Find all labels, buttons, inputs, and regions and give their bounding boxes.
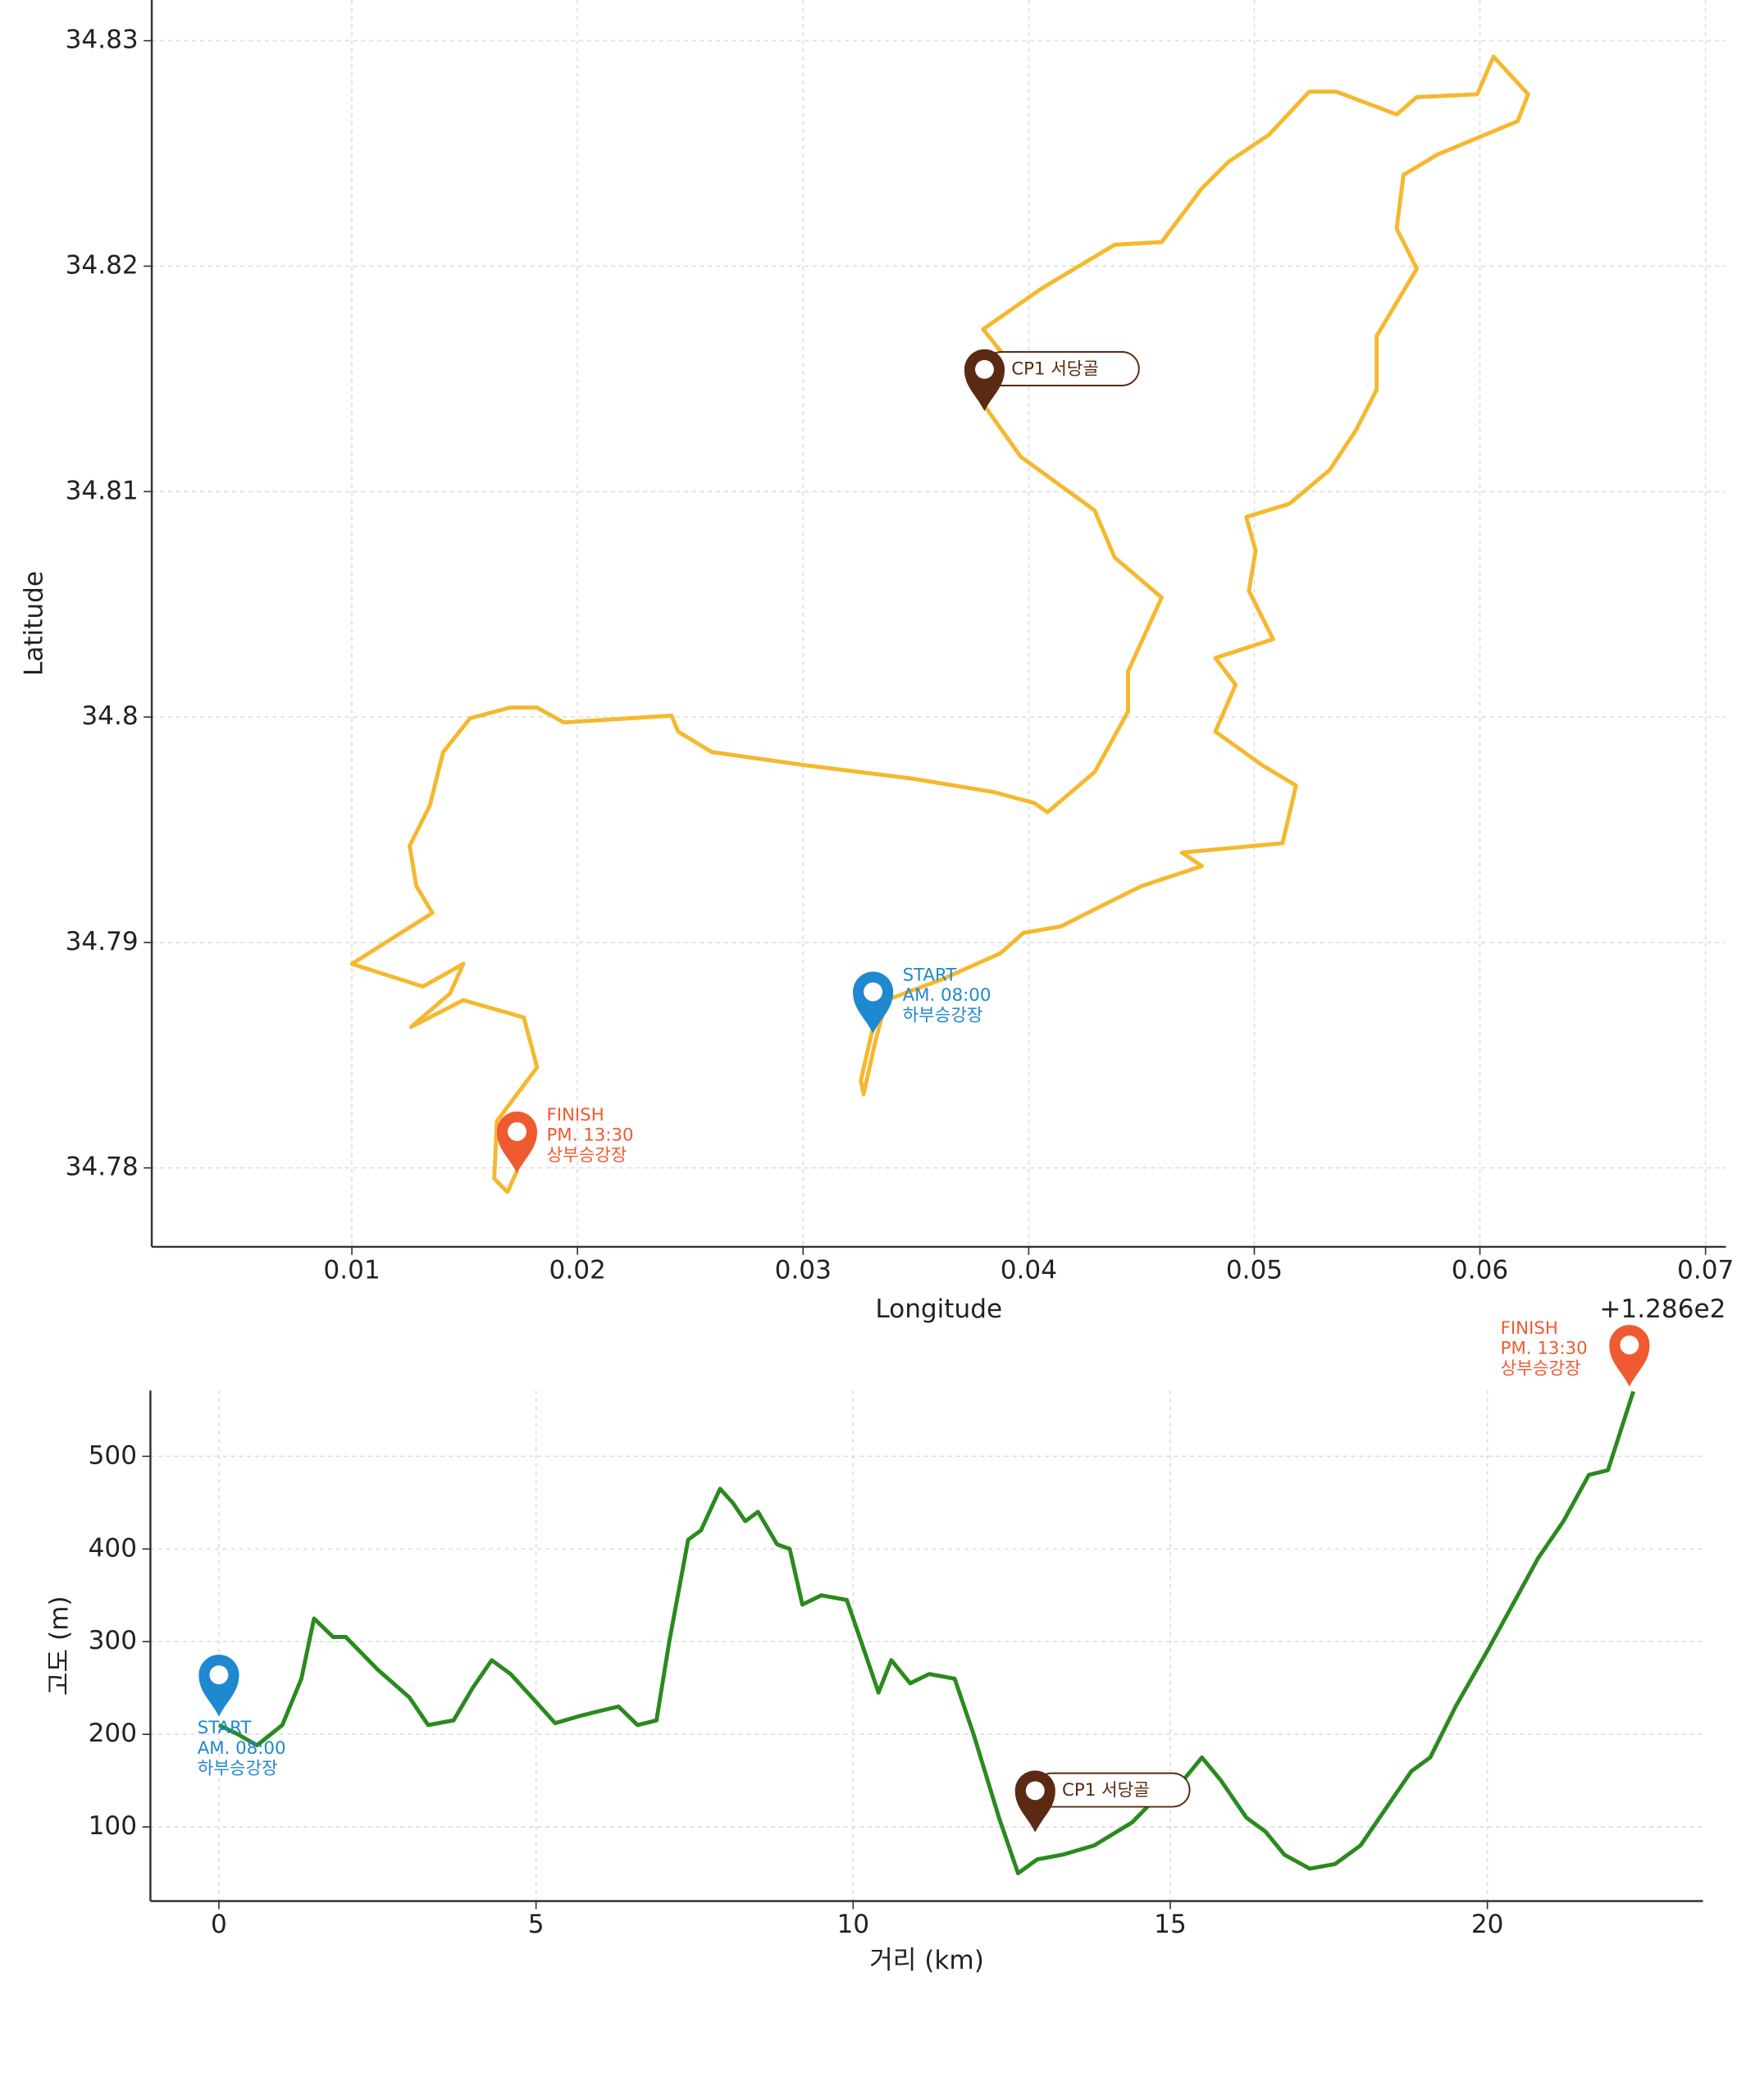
- annotation-text: FINISH: [546, 1105, 604, 1125]
- annotation-text: 상부승강장: [1501, 1358, 1581, 1379]
- x-tick-label: 0.05: [1226, 1255, 1283, 1285]
- x-tick-label: 0.06: [1452, 1255, 1508, 1285]
- marker-pin-hole: [974, 359, 994, 379]
- annotation-text: CP1 서당골: [1011, 358, 1099, 379]
- x-tick-label: 0.04: [1001, 1255, 1057, 1285]
- marker-pin-hole: [1620, 1335, 1639, 1355]
- annotation: CP1 서당골: [1014, 1770, 1191, 1833]
- y-tick-label: 34.82: [66, 250, 139, 280]
- marker-pin: [496, 1111, 538, 1174]
- annotation-text: 상부승강장: [546, 1145, 627, 1166]
- y-tick-label: 34.79: [66, 927, 139, 956]
- marker-pin: [1609, 1325, 1650, 1387]
- x-tick-label: 5: [528, 1910, 545, 1939]
- y-tick-label: 200: [89, 1719, 137, 1748]
- annotation-text: 하부승강장: [903, 1006, 983, 1026]
- marker-pin-hole: [1025, 1781, 1045, 1801]
- marker-pin: [852, 971, 894, 1034]
- y-tick-label: 500: [89, 1440, 137, 1470]
- marker-pin: [198, 1655, 239, 1717]
- annotation-text: FINISH: [1501, 1318, 1558, 1339]
- series-line: [217, 1390, 1635, 1876]
- y-tick-label: 34.8: [81, 701, 138, 731]
- annotation-text: START: [198, 1718, 253, 1738]
- y-tick-label: 34.83: [66, 25, 139, 55]
- x-tick-label: 0.01: [323, 1255, 380, 1285]
- y-tick-label: 34.81: [66, 476, 139, 505]
- annotation-text: PM. 13:30: [546, 1125, 633, 1145]
- annotation-text: 하부승강장: [198, 1758, 278, 1778]
- annotation-text: START: [903, 965, 958, 985]
- annotation-text: AM. 08:00: [903, 985, 992, 1006]
- marker-pin-hole: [864, 982, 883, 1002]
- x-tick-label: 10: [837, 1910, 870, 1939]
- y-tick-label: 300: [89, 1626, 137, 1655]
- marker-pin-hole: [209, 1665, 229, 1685]
- x-axis-label: Longitude: [875, 1294, 1002, 1324]
- marker-pin: [1014, 1770, 1055, 1833]
- series-line: [349, 54, 1530, 1194]
- x-axis-label: 거리 (km): [869, 1946, 984, 1975]
- x-tick-label: 0.03: [775, 1255, 832, 1285]
- annotation: CP1 서당골: [964, 349, 1140, 412]
- annotation-text: AM. 08:00: [198, 1738, 286, 1759]
- x-tick-label: 20: [1471, 1910, 1504, 1939]
- y-axis-label: 고도 (m): [45, 1596, 75, 1696]
- x-tick-label: 0: [211, 1910, 227, 1939]
- x-tick-label: 0.02: [549, 1255, 606, 1285]
- marker-pin: [964, 349, 1005, 412]
- x-tick-label: 0.07: [1677, 1255, 1734, 1285]
- annotation-text: PM. 13:30: [1501, 1339, 1588, 1359]
- x-tick-label: 15: [1154, 1910, 1187, 1939]
- annotation-text: CP1 서당골: [1062, 1780, 1150, 1801]
- marker-pin-hole: [507, 1122, 527, 1141]
- y-axis-label: Latitude: [20, 571, 49, 676]
- y-tick-label: 400: [89, 1533, 137, 1563]
- y-tick-label: 100: [89, 1811, 137, 1841]
- x-offset-label: +1.286e2: [1599, 1294, 1725, 1324]
- y-tick-label: 34.78: [66, 1153, 139, 1182]
